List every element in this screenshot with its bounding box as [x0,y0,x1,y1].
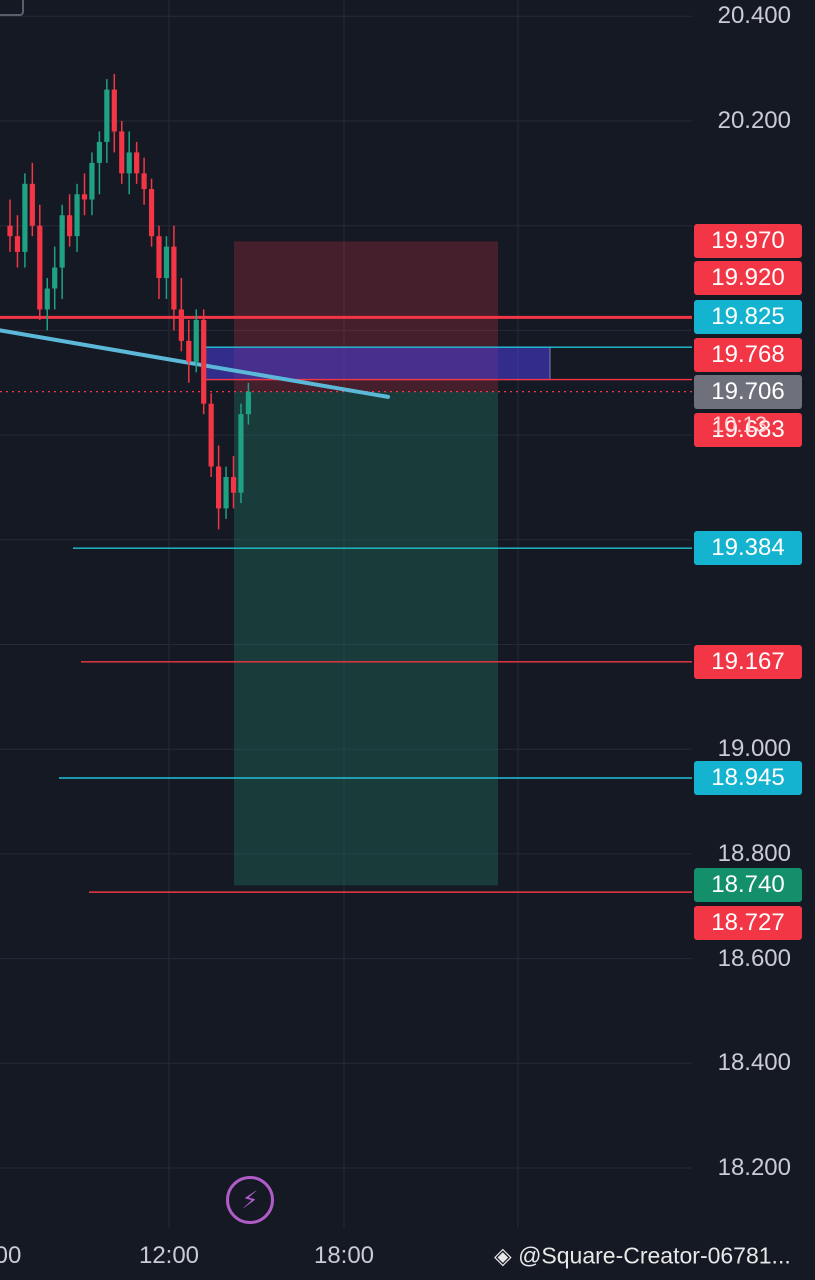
candle-body [201,319,207,404]
candles [7,73,251,530]
candle-body [119,131,125,174]
candle-body [230,476,237,493]
candle-body [52,267,58,289]
y-tick-label: 20.400 [717,2,791,30]
candle-body [74,194,80,237]
candle-body [29,183,35,226]
x-tick-label: 18:00 [313,1242,375,1269]
candle-body [141,173,147,190]
price-tag: 19.920 [694,261,802,296]
target-zone [234,391,498,886]
y-tick-label: 18.600 [717,944,791,972]
bar-countdown: 10:13 [712,412,768,437]
watermark-text: @Square-Creator-06781... [518,1242,791,1269]
candle-body [81,194,88,200]
candle-body [14,236,21,252]
candle-body [238,414,244,493]
candle-body [156,236,162,279]
trendline[interactable] [0,328,390,399]
candle-body [171,246,177,310]
candle-body [208,403,214,467]
grid [0,0,692,1228]
candle-body [126,152,132,174]
candle-body [178,309,184,341]
menu-corner-icon[interactable] [0,0,24,16]
price-tag: 19.384 [694,531,802,566]
price-tag: 19.768 [694,338,802,372]
candle-body [245,391,251,415]
short-position-tool[interactable] [204,241,551,886]
price-tag: 18.945 [694,760,802,795]
price-tag: 18.727 [694,906,802,940]
candle-body [216,466,222,509]
y-tick-label: 19.000 [717,735,791,763]
trendline-segment [0,328,390,399]
candle-body [193,319,199,362]
lightning-icon[interactable]: ⚡ [226,1176,274,1224]
candle-body [44,288,50,310]
price-tag: 19.825 [694,300,802,335]
candle-body [7,225,13,237]
y-tick-label: 18.200 [717,1154,791,1181]
candle-body [89,162,95,200]
candle-body [223,476,229,509]
y-tick-label: 18.400 [717,1049,791,1077]
y-tick-label: 20.200 [717,107,791,134]
x-tick-label: 12:00 [138,1242,200,1269]
price-tag: 18.740 [694,868,802,903]
candle-body [134,152,140,174]
candle-body [186,340,192,362]
candle-body [104,89,110,142]
candle-body [96,141,102,163]
candle-body [148,189,155,237]
price-tag: 19.970 [694,224,802,259]
candle-body [22,183,28,252]
price-tag: 19.683 [694,412,802,447]
y-tick-label: 18.800 [717,839,791,867]
candle-body [163,246,170,279]
candle-body [67,215,73,237]
candle-body [111,89,117,132]
candle-body [37,225,43,310]
price-tag: 19.706 [694,374,802,409]
watermark: ◈ @Square-Creator-06781... [494,1242,791,1269]
x-tick-label: 00 [0,1242,22,1269]
price-tag: 19.167 [694,644,802,679]
candle-body [59,215,65,268]
